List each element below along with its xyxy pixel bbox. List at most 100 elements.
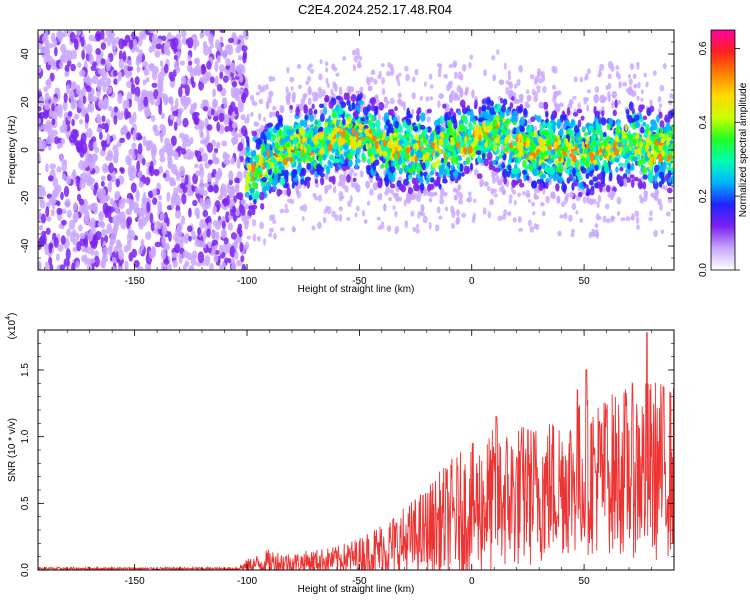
spectrogram-cell [100, 228, 108, 237]
spectrogram-cell [122, 50, 127, 62]
spectrogram-cell [105, 30, 112, 39]
spectrogram-cell [227, 258, 232, 264]
spectrogram-cell [222, 49, 228, 60]
spectrogram-cell [455, 216, 461, 225]
spectrogram-cell [631, 147, 635, 153]
spectrogram-cell [168, 142, 174, 153]
spectrogram-cell [131, 142, 137, 150]
spectrogram-cell [196, 150, 202, 163]
spectrogram-cell [117, 241, 123, 251]
spectrogram-cell [266, 131, 272, 141]
spectrogram-cell [508, 198, 513, 205]
spectrogram-cell [151, 82, 158, 88]
spectrogram-cell [112, 69, 118, 77]
spectrogram-cell [386, 225, 392, 232]
spectrogram-cell [370, 69, 376, 76]
spectrogram-cell [129, 204, 133, 211]
spectrogram-cell [319, 59, 323, 65]
spectrogram-cell [145, 76, 150, 83]
spectrogram-cell [271, 214, 276, 221]
spectrogram-cell [77, 61, 82, 69]
spectrogram-cell [271, 111, 277, 118]
spectrogram-cell [137, 170, 143, 178]
spectrogram-cell [657, 198, 662, 204]
spectrogram-cell [110, 198, 114, 206]
spectrogram-cell [639, 141, 644, 148]
spectrogram-cell [436, 176, 441, 184]
spectrogram-cell [508, 81, 514, 90]
spectrogram-cell [439, 198, 445, 205]
spectrogram-cell [64, 198, 71, 208]
spectrogram-cell [209, 185, 214, 193]
spectrogram-cell [459, 123, 466, 132]
spectrogram-cell [279, 138, 285, 146]
spectrogram-cell [73, 137, 78, 147]
spectrogram-cell [191, 230, 196, 240]
spectrogram-cell [649, 105, 655, 113]
spectrogram-cell [457, 184, 462, 191]
spectrogram-cell [93, 255, 100, 268]
spectrogram-cell [49, 163, 56, 170]
spectrogram-cell [240, 199, 247, 206]
spectrogram-cell [81, 141, 88, 154]
spectrogram-cell [194, 207, 200, 217]
spectrogram-cell [330, 139, 335, 145]
spectrogram-cell [345, 113, 350, 118]
spectrogram-cell [549, 165, 556, 176]
spectrogram-cell [608, 117, 614, 126]
spectrogram-cell [170, 115, 175, 121]
spectrogram-cell [86, 262, 93, 270]
spectrogram-cell [197, 227, 201, 236]
spectrogram-cell [72, 168, 77, 178]
spectrogram-cell [234, 106, 239, 115]
spectrogram-cell [227, 222, 233, 231]
spectrogram-cell [181, 36, 187, 45]
spectrogram-cell [467, 146, 473, 154]
spectrogram-cell [519, 182, 525, 188]
spectrogram-cell [77, 224, 83, 232]
spectrogram-cell [499, 111, 505, 118]
spectrogram-cell [174, 210, 182, 219]
spectrogram-cell [370, 96, 377, 106]
spectrogram-cell [374, 105, 379, 115]
spectrogram-cell [188, 60, 193, 66]
spectrogram-cell [206, 228, 211, 238]
spectrogram-cell [407, 187, 413, 195]
spectrogram-cell [344, 185, 349, 193]
spectrogram-cell [106, 173, 112, 182]
spectrogram-cell [538, 182, 544, 192]
spectrogram-cell [157, 201, 163, 213]
spectrogram-cell [636, 224, 640, 230]
spectrogram-cell [598, 118, 602, 124]
spectrogram-cell [62, 100, 68, 112]
spectrogram-cell [314, 119, 319, 125]
spectrogram-cell [500, 149, 504, 156]
spectrogram-cell [634, 120, 640, 129]
spectrogram-cell [84, 158, 89, 168]
spectrogram-cell [253, 199, 257, 205]
spectrogram-cell [588, 179, 594, 186]
spectrogram-cell [525, 175, 530, 181]
spectrogram-cell [516, 167, 521, 174]
spectrogram-cell [306, 179, 311, 189]
spectrogram-cell [539, 201, 545, 207]
spectrogram-cell [406, 118, 412, 126]
spectrogram-cell [54, 87, 61, 95]
spectrogram-cell [180, 75, 187, 85]
spectrogram-cell [237, 63, 244, 71]
spectrogram-cell [138, 49, 144, 58]
spectrogram-cell [610, 190, 616, 196]
spectrogram-cell [497, 179, 503, 186]
spectrogram-cell [363, 219, 368, 224]
spectrogram-cell [412, 125, 419, 132]
spectrogram-cell [170, 197, 175, 210]
spectrogram-cell [100, 67, 106, 78]
spectrogram-cell [83, 214, 90, 226]
spectrogram-cell [92, 140, 98, 150]
spectrogram-cell [406, 110, 411, 119]
spectrogram-cell [625, 168, 631, 175]
spectrogram-cell [309, 114, 314, 122]
spectrogram-cell [141, 158, 146, 166]
spectrogram-cell [519, 116, 525, 126]
